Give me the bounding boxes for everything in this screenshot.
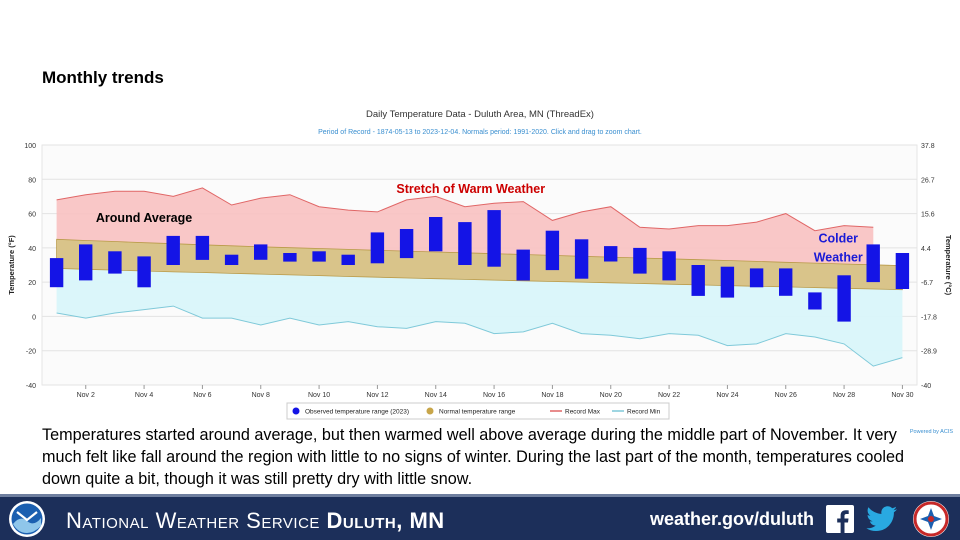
observed-bar-nov-22[interactable] — [662, 251, 676, 281]
record-min-area — [56, 268, 903, 367]
footer-bar — [0, 497, 960, 540]
office-prefix: National Weather Service — [66, 508, 327, 533]
y-tick-label: 60 — [28, 212, 36, 219]
x-tick-label: Nov 8 — [252, 392, 270, 399]
observed-bar-nov-25[interactable] — [749, 268, 764, 288]
y-tick-label: 40 — [28, 246, 36, 253]
x-tick-label: Nov 22 — [658, 392, 680, 399]
x-tick-label: Nov 10 — [308, 392, 330, 399]
y-tick-label: 80 — [28, 177, 36, 184]
legend-item-label[interactable]: Observed temperature range (2023) — [305, 409, 409, 416]
record-max-line[interactable] — [56, 187, 874, 232]
observed-bar-nov-11[interactable] — [341, 254, 355, 265]
observed-bar-nov-26[interactable] — [779, 268, 793, 296]
x-tick-label: Nov 4 — [135, 392, 153, 399]
chart-annotation: Colder — [818, 232, 858, 246]
legend-marker — [426, 407, 434, 415]
slide-title: Monthly trends — [42, 68, 164, 87]
legend-item-label[interactable]: Record Min — [627, 409, 661, 416]
x-tick-label: Nov 26 — [775, 392, 797, 399]
x-tick-label: Nov 16 — [483, 392, 505, 399]
twitter-icon[interactable] — [866, 505, 898, 533]
facebook-icon[interactable] — [826, 505, 854, 533]
observed-bar-nov-14[interactable] — [429, 217, 443, 252]
y2-tick-label: 37.8 — [921, 143, 935, 150]
chart-subtitle: Period of Record - 1874-05-13 to 2023-12… — [318, 129, 642, 136]
x-tick-label: Nov 20 — [600, 392, 622, 399]
x-tick-label: Nov 12 — [366, 392, 388, 399]
office-name: National Weather Service Duluth, MN — [66, 508, 445, 534]
x-tick-label: Nov 30 — [891, 392, 913, 399]
y-tick-label: -20 — [26, 349, 36, 356]
y-tick-label: 0 — [32, 314, 36, 321]
x-tick-label: Nov 18 — [541, 392, 563, 399]
observed-bar-nov-17[interactable] — [516, 249, 530, 281]
observed-bar-nov-19[interactable] — [574, 239, 589, 279]
chart-title: Daily Temperature Data - Duluth Area, MN… — [366, 109, 594, 120]
chart-annotation: Around Average — [96, 211, 192, 225]
website-link[interactable]: weather.gov/duluth — [650, 509, 815, 529]
legend-item-label[interactable]: Record Max — [565, 409, 601, 416]
observed-bar-nov-15[interactable] — [458, 222, 472, 265]
y-tick-label: 100 — [24, 143, 36, 150]
x-tick-label: Nov 28 — [833, 392, 855, 399]
y2-tick-label: -40 — [921, 383, 931, 390]
temperature-chart[interactable]: -40 -20 0 20 40 60 80 100 -40 -28.9 -17.8 -6.7 4.4 15… — [0, 100, 960, 440]
observed-bar-nov-24[interactable] — [720, 266, 735, 298]
y-tick-label: -40 — [26, 383, 36, 390]
observed-bar-nov-21[interactable] — [633, 247, 647, 274]
observed-bar-nov-23[interactable] — [691, 265, 705, 296]
summary-text: Temperatures started around average, but… — [42, 426, 904, 488]
observed-bar-nov-16[interactable] — [487, 210, 501, 267]
observed-bar-nov-8[interactable] — [254, 244, 268, 260]
observed-bar-nov-27[interactable] — [808, 292, 822, 310]
legend-marker — [292, 407, 300, 415]
observed-bar-nov-12[interactable] — [370, 232, 385, 264]
chart-annotation: Weather — [814, 251, 863, 265]
observed-bar-nov-1[interactable] — [49, 258, 64, 288]
observed-bar-nov-29[interactable] — [866, 244, 880, 283]
observed-bar-nov-10[interactable] — [312, 251, 326, 262]
chart-credit[interactable]: Powered by ACIS — [910, 429, 953, 435]
y2-tick-label: 15.6 — [921, 212, 935, 219]
footer-divider — [0, 494, 960, 497]
y2-tick-label: -17.8 — [921, 314, 937, 321]
observed-bar-nov-3[interactable] — [108, 251, 122, 274]
noaa-logo[interactable] — [8, 500, 46, 538]
y2-tick-label: 4.4 — [921, 246, 931, 253]
y-axis-label: Temperature (°F) — [7, 235, 16, 295]
y2-axis-label: Temperature (°C) — [944, 235, 953, 296]
observed-bar-nov-28[interactable] — [837, 275, 851, 322]
observed-bar-nov-5[interactable] — [166, 235, 180, 265]
x-tick-label: Nov 6 — [193, 392, 211, 399]
observed-bar-nov-2[interactable] — [79, 244, 93, 281]
nws-logo[interactable] — [912, 500, 950, 538]
observed-bar-nov-30[interactable] — [895, 253, 910, 289]
chart-annotation: Stretch of Warm Weather — [396, 182, 545, 196]
legend-item-label[interactable]: Normal temperature range — [439, 409, 516, 416]
observed-bar-nov-13[interactable] — [399, 229, 414, 259]
observed-bar-nov-18[interactable] — [545, 230, 560, 271]
observed-bar-nov-9[interactable] — [283, 253, 297, 262]
legend-box — [286, 402, 670, 420]
x-tick-label: Nov 2 — [77, 392, 95, 399]
y2-tick-label: 26.7 — [921, 177, 935, 184]
observed-bar-nov-6[interactable] — [195, 235, 210, 260]
record-min-line[interactable] — [56, 305, 903, 367]
observed-bar-nov-20[interactable] — [604, 246, 618, 262]
y2-tick-label: -28.9 — [921, 349, 937, 356]
x-tick-label: Nov 14 — [425, 392, 447, 399]
observed-bar-nov-4[interactable] — [137, 256, 151, 288]
y2-tick-label: -6.7 — [921, 280, 933, 287]
office-location: Duluth, MN — [326, 508, 445, 533]
x-tick-label: Nov 24 — [716, 392, 738, 399]
observed-bar-nov-7[interactable] — [224, 254, 239, 265]
normal-range-band[interactable] — [56, 238, 903, 291]
y-tick-label: 20 — [28, 280, 36, 287]
